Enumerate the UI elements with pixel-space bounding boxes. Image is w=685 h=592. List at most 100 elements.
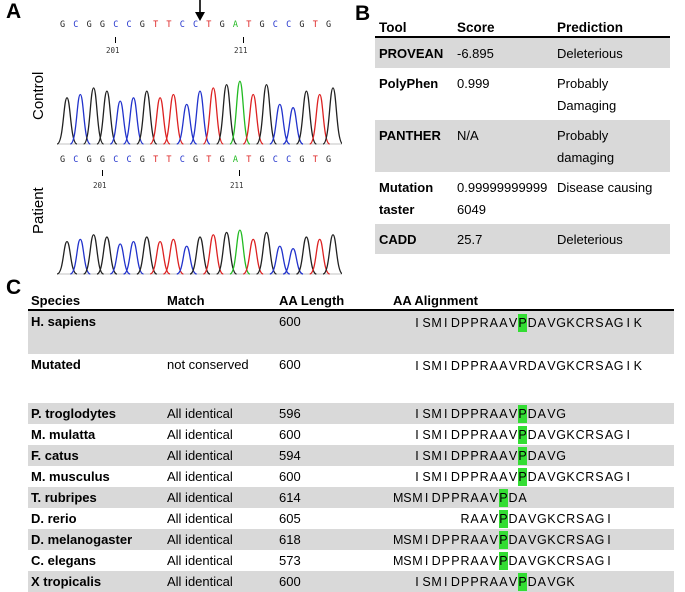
residue: S <box>576 511 585 526</box>
trace-peak <box>202 234 224 275</box>
residue: D <box>450 469 460 484</box>
prediction-row: PANTHER N/A Probably damaging <box>375 120 670 172</box>
residue: K <box>633 359 642 373</box>
residue: D <box>431 553 441 568</box>
alignment-length-cell: 614 <box>276 487 390 508</box>
residue: M <box>412 490 423 505</box>
residue: V <box>547 427 556 442</box>
base-letter: G <box>60 20 66 30</box>
residue: R <box>585 316 595 330</box>
alignment-row: M. musculus All identical 600 I S M I D P P R A A V P D… <box>28 466 674 487</box>
alignment-row: X tropicalis All identical 600 I S M I D P P R A A V P… <box>28 571 674 592</box>
trace-peak <box>242 93 264 145</box>
base-letter: C <box>193 20 199 30</box>
residue: A <box>489 316 498 330</box>
residue: D <box>527 448 537 463</box>
alignment-length-cell: 600 <box>276 310 390 354</box>
residue: I <box>626 427 630 442</box>
residue: D <box>450 427 460 442</box>
residue: P <box>470 574 479 589</box>
prediction-score-cell: N/A <box>453 120 553 172</box>
control-pos-211: 211 <box>234 46 248 55</box>
residue: R <box>460 532 470 547</box>
residue: A <box>470 532 479 547</box>
alignment-species-cell: P. troglodytes <box>28 403 164 424</box>
residue: G <box>613 316 624 330</box>
residue: V <box>528 511 537 526</box>
residue: D <box>450 574 460 589</box>
residue: R <box>479 574 489 589</box>
residue: M <box>412 532 423 547</box>
header-alignment: AA Alignment <box>390 291 674 311</box>
base-letter: G <box>259 155 265 165</box>
residue: G <box>537 511 547 526</box>
control-tick-211 <box>243 37 244 43</box>
residue: P <box>470 359 479 373</box>
prediction-tool-cell: Mutation taster <box>379 180 434 217</box>
trace-peak <box>163 238 184 275</box>
base-letter: T <box>153 155 159 165</box>
residue: I <box>444 359 448 373</box>
residue: M <box>393 490 404 505</box>
base-letter: A <box>232 155 239 165</box>
base-letter: T <box>166 155 172 165</box>
residue: C <box>556 511 566 526</box>
alignment-row: Mutated not conserved 600 I S M I D P P R A A V R D A V G K… <box>28 354 674 397</box>
alignment-match-cell: All identical <box>167 511 233 526</box>
residue: D <box>508 511 518 526</box>
residue: D <box>527 359 537 373</box>
base-letter: G <box>299 20 305 30</box>
alignment-match-cell: All identical <box>167 469 233 484</box>
base-letter: G <box>99 155 106 165</box>
residue: P <box>470 448 479 463</box>
residue: P <box>451 532 460 547</box>
residue: V <box>547 316 556 330</box>
prediction-tool-cell: PROVEAN <box>375 37 453 68</box>
highlighted-residue: P <box>517 314 528 332</box>
base-letter: G <box>86 155 92 165</box>
prediction-row: Mutation taster 0.999999999996049 Disease … <box>375 172 670 224</box>
alignment-species-cell: D. rerio <box>31 511 77 526</box>
highlighted-residue: P <box>498 488 509 507</box>
residue: K <box>547 532 556 547</box>
trace-peak <box>269 103 291 145</box>
alignment-table: Species Match AA Length AA Alignment H. … <box>28 291 674 592</box>
base-letter: C <box>113 155 119 165</box>
residue: A <box>499 406 508 421</box>
alignment-species-cell: M. mulatta <box>31 427 96 442</box>
residue: A <box>489 359 498 373</box>
highlighted-residue: P <box>517 425 528 444</box>
residue: V <box>489 490 498 505</box>
residue: V <box>489 532 498 547</box>
alignment-length-cell: 600 <box>279 469 301 484</box>
alignment-species-cell: X tropicalis <box>28 571 164 592</box>
residue: P <box>451 490 460 505</box>
header-prediction: Prediction <box>553 18 670 38</box>
header-match: Match <box>164 291 276 311</box>
residue: D <box>527 574 537 589</box>
residue: V <box>528 532 537 547</box>
trace-peak <box>69 238 91 275</box>
base-letter: C <box>179 155 185 165</box>
trace-peak <box>269 245 291 275</box>
residue: V <box>508 574 518 589</box>
trace-peak <box>162 93 185 145</box>
trace-peak <box>149 97 171 145</box>
trace-peak <box>136 90 158 145</box>
residue: A <box>537 574 546 589</box>
residue: G <box>613 469 624 484</box>
residue: G <box>556 427 566 442</box>
prediction-score-cell: -6.895 <box>453 37 553 68</box>
trace-peak <box>57 241 78 275</box>
residue: A <box>480 532 489 547</box>
residue: V <box>547 359 556 373</box>
highlighted-residue: P <box>498 551 509 570</box>
base-letter: G <box>326 20 332 30</box>
